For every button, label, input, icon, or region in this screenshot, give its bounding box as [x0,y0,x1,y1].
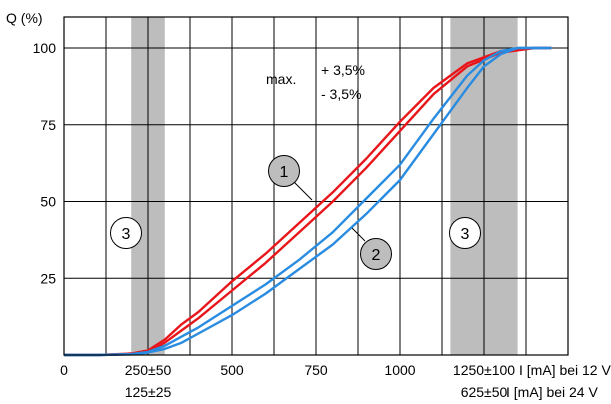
plot-frame [63,16,569,356]
y-axis-label: Q (%) [6,10,43,26]
grid [64,17,568,355]
annotation-line-1: + 3,5% [321,62,365,78]
x-tick-label: 750 [304,362,328,378]
zone-1-marker-circle [110,217,142,249]
zone-2-marker-text: 3 [461,226,470,243]
x-tick-label: 0 [60,362,68,378]
plot-border [63,16,569,356]
y-tick-label: 100 [33,40,57,56]
x-unit-label-24v: I [mA] bei 24 V [506,384,598,400]
series-lines [64,46,552,357]
annotation-line-2: - 3,5% [321,86,361,102]
series-1-marker-text: 1 [280,164,289,181]
annotation-prefix: max. [266,71,296,87]
series-2-marker-circle [360,238,392,270]
x-tick-label-secondary: 625±50 [461,384,508,400]
x-unit-label-12v: I [mA] bei 12 V [519,362,611,378]
x-tick-label: 250±50 [125,362,172,378]
x-tick-label-secondary: 125±25 [125,384,172,400]
series-2-marker-text: 2 [372,247,381,264]
series-2-lower-line [64,46,552,357]
leader-line-1 [293,181,313,201]
y-tick-label: 50 [40,194,56,210]
y-tick-label: 25 [40,270,56,286]
series-1-upper-line [64,46,552,357]
x-tick-label: 500 [220,362,244,378]
tolerance-annotation: max. + 3,5% - 3,5% [266,62,365,102]
zone-2-marker-circle [449,217,481,249]
y-tick-label: 75 [40,117,56,133]
leader-line-2 [351,227,366,242]
x-tick-label: 1250±100 [453,362,515,378]
series-markers: 1 2 3 3 [110,155,481,270]
x-tick-label: 1000 [384,362,415,378]
series-1-marker-circle [268,155,300,187]
zone-1-marker-text: 3 [122,226,131,243]
